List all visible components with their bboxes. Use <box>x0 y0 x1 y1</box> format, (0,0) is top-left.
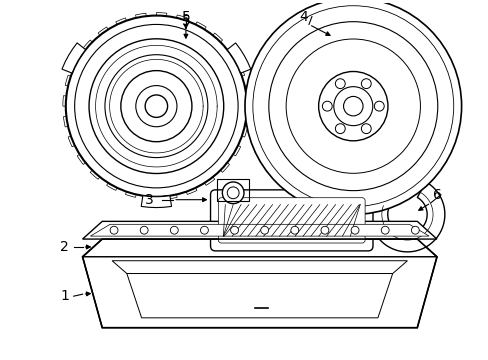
Circle shape <box>230 226 238 234</box>
Polygon shape <box>68 135 78 147</box>
Polygon shape <box>156 13 166 20</box>
Text: 5: 5 <box>181 14 190 27</box>
Polygon shape <box>175 15 187 24</box>
Circle shape <box>335 124 345 134</box>
Polygon shape <box>126 274 392 318</box>
Circle shape <box>410 226 418 234</box>
Polygon shape <box>135 13 146 22</box>
Circle shape <box>260 226 268 234</box>
Polygon shape <box>194 22 206 33</box>
Circle shape <box>343 96 362 116</box>
Circle shape <box>244 0 461 215</box>
Polygon shape <box>242 106 249 117</box>
Polygon shape <box>116 18 127 28</box>
Polygon shape <box>234 66 244 77</box>
Circle shape <box>89 39 224 174</box>
Polygon shape <box>62 43 85 73</box>
Polygon shape <box>166 191 177 199</box>
Polygon shape <box>202 174 214 185</box>
Circle shape <box>140 226 148 234</box>
Polygon shape <box>229 144 240 156</box>
Polygon shape <box>90 224 428 236</box>
Text: 3: 3 <box>145 193 154 207</box>
Circle shape <box>227 187 239 199</box>
Polygon shape <box>63 96 70 106</box>
Text: 2: 2 <box>61 240 69 254</box>
Polygon shape <box>125 188 137 197</box>
Circle shape <box>322 101 331 111</box>
Polygon shape <box>82 221 436 239</box>
Polygon shape <box>90 167 102 179</box>
Circle shape <box>252 6 453 207</box>
Circle shape <box>361 79 370 89</box>
Circle shape <box>381 226 388 234</box>
Circle shape <box>121 71 191 142</box>
Text: 5: 5 <box>181 10 190 23</box>
Polygon shape <box>210 33 222 45</box>
Circle shape <box>105 55 207 158</box>
Polygon shape <box>217 160 229 172</box>
Polygon shape <box>141 196 171 208</box>
Text: 1: 1 <box>60 289 69 303</box>
Polygon shape <box>106 180 119 190</box>
Polygon shape <box>63 116 72 127</box>
Polygon shape <box>227 43 250 73</box>
FancyBboxPatch shape <box>210 190 372 251</box>
Circle shape <box>75 24 238 188</box>
Circle shape <box>200 226 208 234</box>
Circle shape <box>145 95 167 117</box>
Polygon shape <box>83 40 95 52</box>
Polygon shape <box>65 75 75 87</box>
Polygon shape <box>72 57 83 68</box>
Circle shape <box>350 226 358 234</box>
Text: 4: 4 <box>299 10 308 23</box>
Polygon shape <box>82 257 436 328</box>
Circle shape <box>268 22 437 191</box>
Polygon shape <box>82 239 436 257</box>
Polygon shape <box>184 184 197 194</box>
Polygon shape <box>241 85 249 96</box>
Circle shape <box>361 124 370 134</box>
Circle shape <box>110 226 118 234</box>
Polygon shape <box>98 27 110 39</box>
Circle shape <box>285 39 420 173</box>
Circle shape <box>318 72 387 141</box>
FancyBboxPatch shape <box>218 198 365 243</box>
Circle shape <box>290 226 298 234</box>
Polygon shape <box>145 192 156 200</box>
Circle shape <box>170 226 178 234</box>
Polygon shape <box>112 261 407 274</box>
Text: 6: 6 <box>432 188 441 202</box>
Circle shape <box>335 79 345 89</box>
Circle shape <box>320 226 328 234</box>
Polygon shape <box>224 48 235 60</box>
Circle shape <box>66 15 246 197</box>
Polygon shape <box>238 125 247 137</box>
Circle shape <box>222 182 244 204</box>
Circle shape <box>136 86 177 127</box>
Circle shape <box>333 87 372 126</box>
Polygon shape <box>77 152 88 165</box>
Polygon shape <box>369 182 444 252</box>
Circle shape <box>374 101 384 111</box>
